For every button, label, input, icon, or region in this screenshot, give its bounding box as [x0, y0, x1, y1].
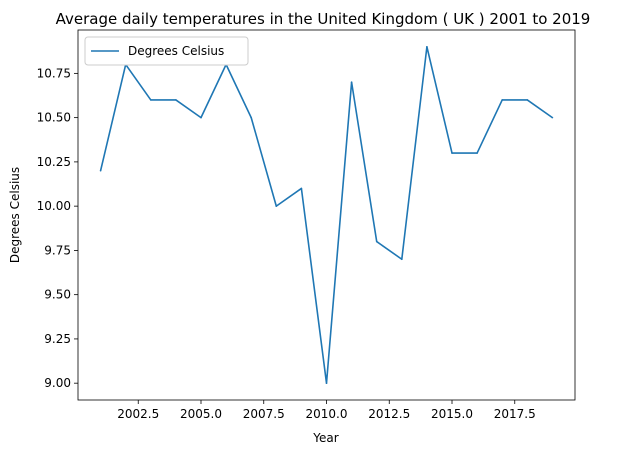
data-point	[551, 116, 554, 119]
y-tick-label: 9.50	[44, 288, 71, 302]
data-point	[451, 152, 453, 154]
plot-area	[77, 29, 576, 401]
data-point	[149, 99, 152, 101]
y-tick-label: 9.25	[44, 332, 71, 346]
data-point	[175, 99, 177, 101]
x-tick-label: 2010.0	[306, 407, 348, 421]
data-point	[401, 258, 403, 261]
x-tick-label: 2005.0	[180, 407, 222, 421]
data-point	[99, 169, 102, 172]
x-axis: 2002.5 2005.0 2007.5 2010.0 2012.5 2015.0 2017…	[117, 400, 536, 421]
data-point	[501, 99, 504, 101]
y-tick-label: 9.00	[44, 376, 71, 390]
data-point	[250, 116, 252, 119]
x-tick-label: 2012.5	[368, 407, 410, 421]
legend: Degrees Celsius	[84, 36, 249, 66]
legend-label: Degrees Celsius	[128, 44, 224, 58]
x-tick-label: 2002.5	[117, 407, 159, 421]
x-tick-label: 2007.5	[243, 407, 285, 421]
y-axis-label: Degrees Celsius	[8, 167, 22, 263]
y-tick-label: 10.00	[37, 199, 71, 213]
data-point	[200, 116, 202, 119]
data-point	[350, 81, 353, 84]
data-point	[275, 205, 278, 207]
y-tick-label: 10.75	[37, 66, 71, 80]
data-point	[476, 152, 478, 154]
y-tick-label: 10.25	[37, 155, 71, 169]
data-point	[426, 46, 428, 48]
data-point	[325, 382, 328, 384]
data-point	[375, 240, 378, 243]
data-point	[300, 187, 303, 190]
x-tick-label: 2017.5	[494, 407, 536, 421]
y-tick-label: 10.50	[37, 111, 71, 125]
chart-title: Average daily temperatures in the United…	[56, 10, 591, 28]
x-tick-label: 2015.0	[431, 407, 473, 421]
x-axis-label: Year	[312, 431, 338, 445]
legend-box	[84, 36, 249, 66]
data-point	[526, 99, 529, 101]
y-axis: 9.00 9.25 9.50 9.75 10.00 10.25 10.50 10.75	[37, 66, 78, 390]
y-tick-label: 9.75	[44, 243, 71, 257]
